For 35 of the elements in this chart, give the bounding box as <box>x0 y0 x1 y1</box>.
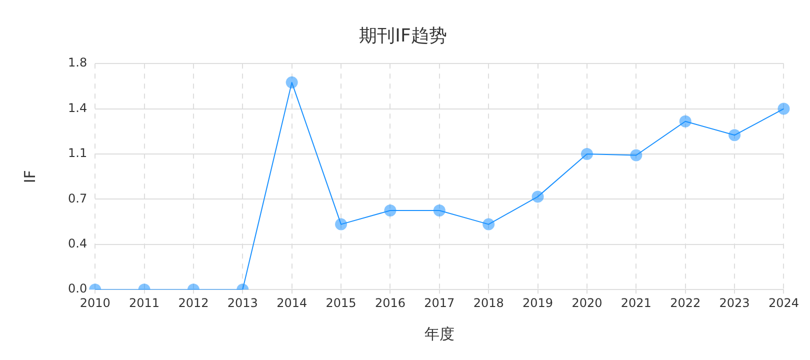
y-tick-label: 0.4 <box>68 236 88 251</box>
y-tick-label: 0.7 <box>68 191 88 206</box>
point <box>679 115 692 128</box>
x-tick-label: 2018 <box>473 296 504 310</box>
point <box>532 190 544 203</box>
x-tick-label: 2011 <box>129 296 160 310</box>
x-tick-label: 2021 <box>620 296 652 310</box>
point <box>728 129 741 142</box>
point <box>384 204 396 216</box>
y-tick-label: 1.8 <box>68 56 88 70</box>
x-tick-label: 2016 <box>374 296 406 310</box>
point <box>433 204 446 216</box>
y-axis-title: IF <box>20 170 39 184</box>
x-tick-label: 2024 <box>768 296 800 310</box>
x-axis-title: 年度 <box>424 324 454 343</box>
point <box>630 149 642 162</box>
x-tick-label: 2015 <box>326 296 356 310</box>
y-tick-label: 1.4 <box>68 100 88 115</box>
x-tick-label: 2010 <box>80 296 110 310</box>
y-tick-label: 1.1 <box>68 146 88 160</box>
x-tick-label: 2017 <box>424 296 455 310</box>
x-tick-label: 2023 <box>719 296 750 310</box>
x-tick-label: 2014 <box>276 296 308 310</box>
x-tick-label: 2020 <box>572 296 602 310</box>
chart-title: 期刊IF趋势 <box>359 25 447 46</box>
x-tick-label: 2012 <box>178 296 209 310</box>
point <box>335 218 348 230</box>
point <box>286 76 298 88</box>
x-tick-label: 2013 <box>227 296 258 310</box>
x-tick-label: 2019 <box>522 296 554 310</box>
x-tick-label: 2022 <box>670 296 701 310</box>
point <box>778 102 790 115</box>
point <box>580 148 593 160</box>
point <box>482 218 495 230</box>
y-tick-label: 0.0 <box>68 282 88 296</box>
